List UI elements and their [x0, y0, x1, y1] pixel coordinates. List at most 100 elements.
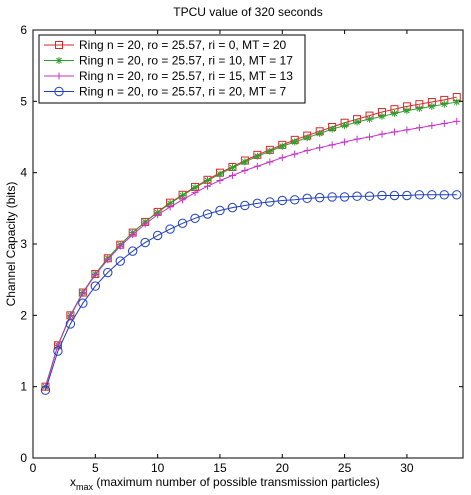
data-point [177, 218, 188, 229]
data-point [141, 220, 149, 228]
legend-marker [54, 86, 64, 97]
x-axis-label-subscript: max [76, 482, 94, 492]
series-line [44, 101, 457, 387]
data-point [203, 182, 211, 190]
data-point [216, 177, 224, 185]
data-point [415, 104, 423, 112]
data-point [316, 129, 324, 137]
legend-label: Ring n = 20, ro = 25.57, ri = 20, MT = 7 [79, 85, 287, 99]
data-point [53, 346, 63, 356]
legend-entry: Ring n = 20, ro = 25.57, ri = 15, MT = 1… [44, 69, 293, 83]
legend-box [38, 34, 306, 104]
y-tick-label: 1 [20, 380, 27, 394]
data-point [253, 152, 261, 160]
legend-marker [55, 41, 63, 49]
series-3 [41, 117, 461, 391]
y-tick-label: 3 [20, 237, 27, 251]
data-point [216, 170, 224, 178]
data-point [327, 192, 337, 202]
data-point [428, 102, 436, 110]
data-point [378, 112, 386, 120]
data-point [353, 135, 361, 143]
data-point [452, 190, 462, 200]
data-point [390, 109, 398, 117]
legend-entry: Ring n = 20, ro = 25.57, ri = 20, MT = 7 [44, 85, 287, 99]
data-point [190, 213, 200, 224]
y-tick-label: 0 [20, 451, 27, 465]
data-point [415, 124, 423, 132]
data-point [352, 191, 362, 201]
data-point [265, 197, 275, 207]
data-point [266, 147, 274, 155]
data-point [339, 192, 350, 202]
data-point [91, 271, 99, 279]
data-point [278, 154, 286, 162]
x-tick-label: 0 [30, 461, 37, 475]
data-point [316, 144, 324, 152]
data-point [154, 211, 162, 219]
data-point [129, 231, 137, 239]
data-point [179, 196, 187, 204]
y-tick-label: 6 [20, 23, 27, 37]
x-tick-label: 5 [92, 461, 99, 475]
data-point [366, 115, 374, 123]
data-point [353, 118, 361, 126]
legend-marker [55, 72, 63, 80]
data-point [65, 319, 76, 329]
data-point [453, 117, 461, 125]
data-point [291, 138, 299, 146]
data-point [128, 246, 138, 256]
data-point [303, 134, 311, 142]
data-point [191, 189, 199, 197]
x-tick-label: 25 [338, 461, 352, 475]
y-tick-label: 5 [20, 94, 27, 108]
data-point [390, 128, 398, 136]
data-point [228, 172, 236, 180]
x-tick-label: 15 [213, 461, 227, 475]
x-axis-label-description: (maximum number of possible transmission… [93, 475, 380, 489]
data-point [341, 122, 349, 130]
data-point [166, 203, 174, 211]
series-line [44, 120, 457, 388]
x-tick-label: 20 [276, 461, 290, 475]
series-layer [40, 93, 462, 395]
y-axis: 0 1 2 3 4 5 6 [20, 23, 463, 465]
data-point [378, 130, 386, 138]
data-point [402, 190, 412, 201]
legend-label: Ring n = 20, ro = 25.57, ri = 0, MT = 20 [79, 38, 287, 52]
data-point [115, 256, 125, 266]
data-point [103, 267, 113, 278]
series-line [44, 194, 457, 391]
data-point [328, 141, 336, 149]
data-point [227, 202, 238, 213]
data-point [116, 242, 124, 250]
legend-entry: Ring n = 20, ro = 25.57, ri = 0, MT = 20 [44, 38, 287, 52]
data-point [202, 209, 213, 219]
data-point [290, 195, 300, 205]
data-point [165, 224, 175, 234]
data-point [90, 281, 101, 291]
data-point [277, 195, 287, 206]
y-tick-label: 4 [20, 166, 27, 180]
data-point [428, 122, 436, 130]
data-point [440, 100, 448, 108]
data-point [253, 162, 261, 170]
data-point [291, 150, 299, 158]
data-point [314, 192, 325, 203]
y-tick-label: 2 [20, 308, 27, 322]
data-point [403, 107, 411, 115]
x-axis: 0 5 10 15 20 25 30 [30, 30, 414, 475]
data-point [427, 190, 437, 200]
y-axis-label: Channel Capacity (bits) [4, 182, 18, 307]
data-point [241, 167, 249, 175]
data-point [240, 200, 250, 211]
legend-entry: Ring n = 20, ro = 25.57, ri = 10, MT = 1… [44, 54, 293, 68]
data-point [228, 164, 236, 172]
x-axis-label-main: x [70, 475, 76, 489]
data-point [389, 190, 400, 201]
data-point [403, 126, 411, 134]
data-point [215, 205, 225, 216]
data-point [252, 198, 263, 209]
data-point [302, 193, 312, 204]
